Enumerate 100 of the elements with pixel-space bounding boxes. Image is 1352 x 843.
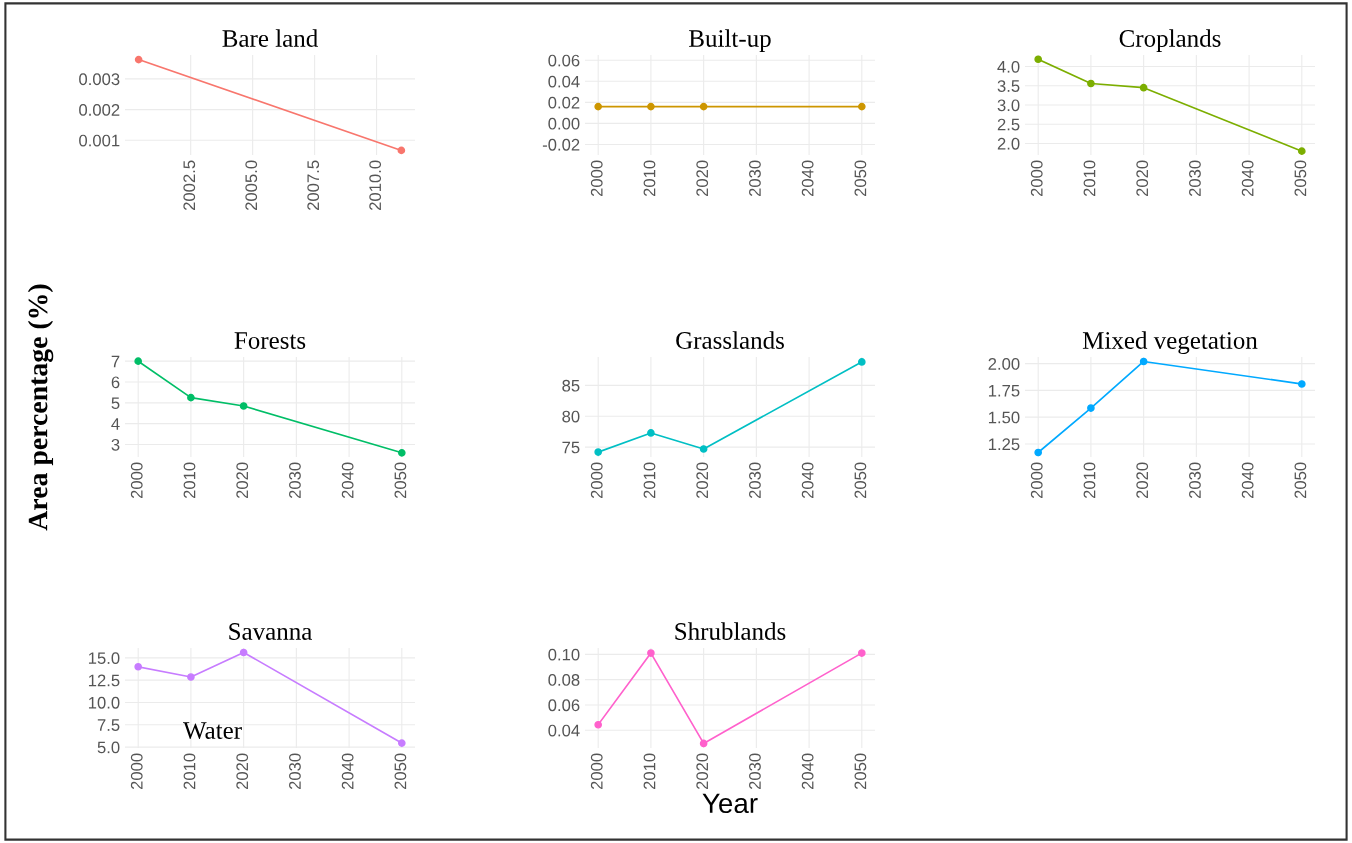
x-tick-label: 2040	[801, 753, 814, 790]
y-tick-label: -0.02	[542, 138, 580, 151]
x-tick-label: 2000	[1030, 462, 1043, 499]
y-tick-label: 7.5	[97, 719, 120, 731]
x-tick-label: 2020	[236, 462, 249, 499]
point	[699, 739, 708, 748]
y-tick-label: 0.04	[548, 75, 580, 88]
chart-title: Shrublands	[675, 622, 786, 640]
x-tick-label: 2040	[341, 462, 354, 499]
x-tick-label: 2030	[749, 462, 761, 499]
x-tick-label: 2030	[749, 160, 761, 197]
point	[1087, 79, 1095, 88]
x-tick-label: 2040	[341, 753, 354, 790]
y-tick-label: 80	[562, 410, 580, 423]
y-tick-label: 1.25	[988, 438, 1020, 451]
x-tick-label: 2010	[643, 462, 656, 499]
y-tick-label: 1.75	[988, 384, 1020, 397]
x-axis-title: Year	[702, 793, 758, 814]
point	[647, 429, 655, 437]
y-tick-label: 5	[111, 397, 120, 410]
x-tick-label: 2040	[801, 160, 814, 197]
y-tick-label: 0.02	[548, 96, 580, 109]
x-tick-label: 2020	[236, 753, 249, 790]
y-tick-label: 6	[111, 376, 120, 389]
y-tick-label: 75	[562, 441, 580, 454]
point	[239, 402, 248, 410]
x-tick-label: 2030	[1189, 160, 1201, 197]
y-tick-label: 0.06	[548, 699, 580, 712]
y-tick-label: 0.10	[548, 648, 580, 661]
point	[1297, 147, 1306, 155]
x-tick-label: 2040	[1241, 462, 1254, 499]
x-tick-label: 2005.0	[245, 160, 258, 210]
point	[239, 648, 248, 657]
point	[187, 673, 195, 681]
x-tick-label: 2020	[1136, 160, 1149, 197]
point	[1297, 380, 1306, 388]
point	[397, 739, 406, 747]
x-tick-label: 2010	[1083, 462, 1096, 499]
y-axis-title: Area percentage (%)	[27, 284, 54, 531]
x-tick-label: 2000	[1030, 160, 1043, 197]
x-tick-label: 2040	[1241, 160, 1254, 197]
point	[134, 662, 143, 671]
x-tick-label: 2010	[183, 753, 196, 790]
x-tick-label: 2000	[590, 753, 603, 790]
y-tick-label: 2.00	[988, 358, 1020, 370]
x-tick-label: 2002.5	[183, 160, 196, 210]
point	[857, 358, 866, 366]
x-tick-label: 2010	[183, 462, 196, 499]
chart-title: Grasslands	[676, 331, 784, 349]
x-tick-label: 2020	[696, 462, 709, 499]
x-tick-label: 2000	[590, 462, 603, 499]
x-tick-label: 2020	[696, 753, 709, 790]
x-tick-label: 2050	[854, 160, 867, 197]
point	[1139, 83, 1148, 92]
y-tick-label: 7	[111, 355, 120, 368]
y-tick-label: 0.06	[548, 54, 580, 67]
x-tick-label: 2020	[696, 160, 709, 197]
y-tick-label: 3	[111, 438, 120, 451]
x-tick-label: 2050	[1294, 160, 1307, 197]
y-tick-label: 0.08	[548, 674, 580, 686]
y-tick-label: 3.0	[997, 99, 1020, 112]
y-tick-label: 2.0	[997, 137, 1020, 150]
y-tick-label: 0.04	[548, 724, 580, 737]
chart-title: Savanna	[229, 623, 312, 640]
chart-title: Mixed vegetation	[1082, 331, 1258, 355]
point	[699, 445, 708, 453]
point	[594, 448, 603, 456]
y-tick-label: 4	[111, 418, 120, 430]
x-tick-label: 2010.0	[369, 160, 382, 210]
point	[397, 449, 406, 457]
point	[1087, 404, 1095, 412]
y-tick-label: 85	[562, 379, 580, 392]
point	[187, 393, 195, 402]
x-tick-label: 2050	[854, 753, 867, 790]
point	[594, 720, 603, 729]
y-tick-label: 5.0	[97, 741, 120, 754]
point	[1034, 448, 1043, 457]
x-tick-label: 2000	[590, 160, 603, 197]
x-tick-label: 2030	[1189, 462, 1201, 499]
x-tick-label: 2000	[130, 753, 143, 790]
y-tick-label: 0.001	[79, 134, 120, 147]
point	[647, 649, 655, 657]
x-tick-label: 2050	[394, 753, 407, 790]
y-tick-label: 0.003	[79, 73, 120, 86]
y-tick-label: 12.5	[88, 674, 120, 687]
y-tick-label: 2.5	[997, 118, 1020, 131]
x-tick-label: 2000	[130, 462, 143, 499]
y-tick-label: 1.50	[988, 411, 1020, 424]
y-tick-label: 4.0	[997, 60, 1020, 73]
point	[1139, 357, 1148, 366]
y-tick-label: 0.002	[79, 104, 120, 116]
x-tick-label: 2010	[643, 160, 656, 197]
x-tick-label: 2050	[1294, 462, 1307, 499]
chart-title: Croplands	[1119, 29, 1221, 52]
point	[1034, 55, 1043, 64]
x-tick-label: 2050	[394, 462, 407, 499]
y-tick-label: 10.0	[88, 696, 120, 709]
annotation: Water	[183, 722, 242, 740]
point	[134, 357, 143, 365]
x-tick-label: 2030	[749, 753, 761, 790]
